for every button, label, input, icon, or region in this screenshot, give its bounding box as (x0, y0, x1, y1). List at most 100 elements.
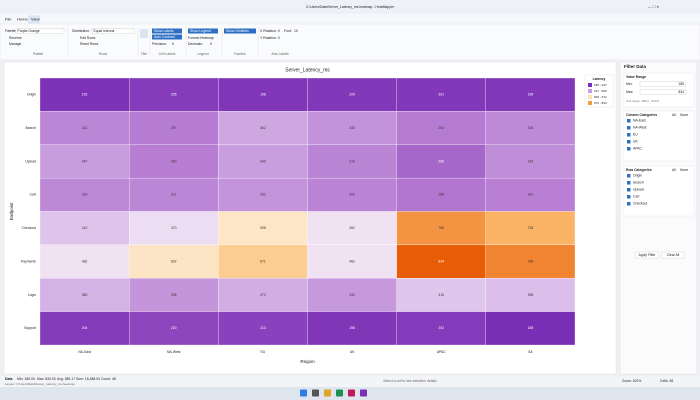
heat-cell[interactable] (218, 244, 308, 279)
cell-label: 294 (438, 126, 444, 130)
window-controls[interactable]: — ☐ ✕ (648, 5, 659, 9)
heat-cell[interactable] (307, 211, 397, 246)
toggle[interactable] (188, 28, 218, 34)
heat-cell[interactable] (485, 177, 576, 212)
group-label: Fashion (234, 52, 246, 56)
input[interactable]: 0 (210, 42, 212, 46)
link-button[interactable]: None (680, 113, 688, 117)
checkbox[interactable] (627, 147, 631, 151)
heat-cell[interactable] (307, 278, 397, 312)
heat-cell[interactable] (129, 177, 219, 212)
heat-cell[interactable] (39, 244, 130, 279)
heatmap: Server_Latency_ms Region Endpoint Origin 192… (9, 67, 614, 364)
filter-panel (619, 61, 698, 375)
link-button[interactable]: None (680, 168, 688, 172)
button[interactable]: Edit Rows (80, 36, 96, 40)
heat-cell[interactable] (129, 111, 219, 145)
checkbox[interactable] (627, 126, 631, 130)
label: X Rotation: (260, 29, 277, 33)
heat-cell[interactable] (218, 311, 308, 346)
toggle[interactable] (224, 28, 256, 34)
toggle[interactable] (152, 34, 182, 40)
dropdown[interactable] (15, 28, 65, 34)
heat-cell[interactable] (218, 211, 308, 246)
legend-label: 509 - 672 (594, 95, 607, 99)
checkbox[interactable] (627, 195, 631, 199)
input[interactable]: 0 (278, 36, 280, 40)
heat-cell[interactable] (396, 311, 486, 346)
toggle[interactable] (152, 28, 182, 34)
status-item: Min: 185.00 (17, 377, 35, 381)
button[interactable]: Manage (9, 42, 21, 46)
title-button[interactable] (140, 29, 148, 38)
heat-cell[interactable] (485, 111, 576, 145)
heat-cell[interactable] (396, 77, 486, 112)
button[interactable] (634, 251, 660, 259)
x-tick-label: UK (350, 350, 355, 354)
heat-cell[interactable] (39, 278, 130, 312)
heat-cell[interactable] (39, 311, 130, 346)
checkbox[interactable] (627, 188, 631, 192)
cell-label: 198 (349, 326, 355, 330)
menu-tab[interactable]: View (31, 17, 40, 22)
heat-cell[interactable] (307, 111, 397, 145)
heat-cell[interactable] (307, 77, 397, 112)
list-box (622, 165, 695, 217)
heat-cell[interactable] (218, 278, 308, 312)
checkbox[interactable] (627, 181, 631, 185)
button[interactable]: Reset Rows (80, 42, 99, 46)
heat-cell[interactable] (39, 177, 130, 212)
heat-cell[interactable] (396, 278, 486, 312)
heat-cell[interactable] (39, 77, 130, 112)
heat-cell[interactable] (218, 111, 308, 145)
input[interactable]: 0 (278, 29, 280, 33)
checkbox[interactable] (627, 133, 631, 137)
button-label: Apply Filter (639, 253, 657, 257)
heat-cell[interactable] (485, 311, 576, 346)
heat-cell[interactable] (218, 144, 308, 179)
button[interactable] (661, 251, 685, 259)
heat-cell[interactable] (129, 211, 219, 246)
y-tick-label: Login (28, 293, 36, 297)
link-button[interactable]: All (672, 168, 676, 172)
status-bar (0, 376, 700, 387)
legend-swatch (588, 101, 592, 105)
heat-cell[interactable] (485, 278, 576, 312)
heat-cell[interactable] (396, 111, 486, 145)
heat-cell[interactable] (307, 144, 397, 179)
dropdown[interactable]: Heatmap (200, 36, 214, 40)
link-button[interactable]: All (672, 113, 676, 117)
heat-cell[interactable] (485, 211, 576, 246)
heat-cell[interactable] (485, 77, 576, 112)
checkbox[interactable] (627, 140, 631, 144)
input[interactable] (639, 89, 687, 95)
heat-cell[interactable] (307, 311, 397, 346)
checkbox-label: APAC (633, 147, 643, 151)
checkbox[interactable]: Reverse (9, 36, 22, 40)
cell-label: 324 (528, 159, 534, 163)
menu-tab[interactable]: Home (17, 17, 28, 22)
heat-cell[interactable] (39, 111, 130, 145)
legend-label: 185 - 347 (594, 83, 607, 87)
checkbox[interactable] (627, 174, 631, 178)
heat-cell[interactable] (39, 211, 130, 246)
cell-label: 204 (82, 326, 88, 330)
heat-cell[interactable] (129, 77, 219, 112)
heat-cell[interactable] (396, 244, 486, 279)
heat-cell[interactable] (39, 144, 130, 179)
input[interactable]: 10 (294, 29, 298, 33)
heat-cell[interactable] (307, 177, 397, 212)
toggle-label: Show Legend (190, 29, 211, 33)
heat-cell[interactable] (485, 244, 576, 279)
input[interactable]: 0 (172, 42, 174, 46)
heat-cell[interactable] (218, 77, 308, 112)
heat-cell[interactable] (485, 144, 576, 179)
cell-label: 362 (260, 126, 266, 130)
dropdown[interactable] (91, 28, 135, 34)
checkbox[interactable] (627, 119, 631, 123)
heat-cell[interactable] (218, 177, 308, 212)
menu-tab[interactable]: File (5, 17, 12, 22)
checkbox[interactable] (627, 202, 631, 206)
input[interactable] (639, 81, 687, 87)
heat-cell[interactable] (396, 144, 486, 179)
